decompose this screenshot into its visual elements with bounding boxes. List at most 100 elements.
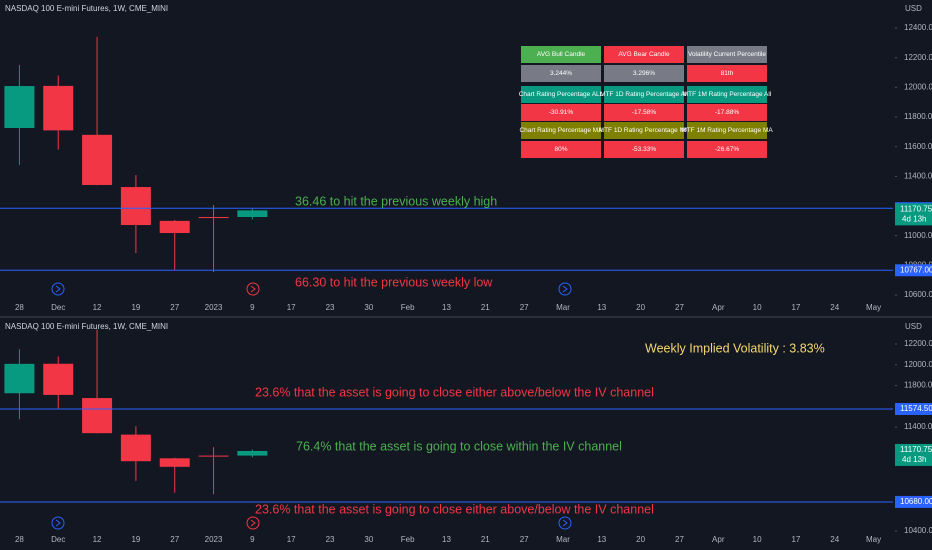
y-tick-label: 11400.00	[904, 171, 932, 180]
currency-label: USD	[905, 4, 922, 13]
x-tick-label: 30	[364, 303, 373, 312]
chart-title: NASDAQ 100 E-mini Futures, 1W, CME_MINI	[5, 4, 168, 13]
candle-body	[120, 434, 151, 462]
candle-body	[4, 363, 35, 394]
x-tick-label: 20	[636, 535, 645, 544]
x-tick-label: 10	[753, 535, 762, 544]
table-cell	[521, 122, 601, 139]
table-cell-text: 80%	[554, 146, 567, 153]
table-cell	[604, 104, 684, 121]
x-tick-label: 19	[131, 303, 140, 312]
table-cell-text: -17.58%	[632, 109, 656, 116]
table-cell	[521, 104, 601, 121]
candle-body	[159, 458, 190, 467]
x-tick-label: 28	[15, 535, 24, 544]
x-tick-label: Mar	[556, 535, 570, 544]
annotation: 76.4% that the asset is going to close w…	[296, 439, 622, 453]
x-tick-label: Feb	[401, 303, 415, 312]
table-cell-text: Chart Rating Percentage MA	[519, 127, 603, 134]
table-cell-text: MTF 1M Rating Percentage MA	[681, 127, 773, 134]
table-cell-text: -17.88%	[715, 109, 739, 116]
y-tick-label: 11600.00	[904, 142, 932, 151]
event-icon	[558, 516, 572, 530]
annotation: 23.6% that the asset is going to close e…	[255, 385, 654, 399]
event-icon	[246, 282, 260, 296]
x-tick-label: 23	[326, 535, 335, 544]
x-tick-label: 19	[131, 535, 140, 544]
event-icon-glyph	[55, 519, 61, 527]
annotation: 66.30 to hit the previous weekly low	[295, 275, 493, 289]
table-cell-text: MTF 1D Rating Percentage All	[600, 91, 688, 98]
x-tick-label: 27	[675, 303, 684, 312]
x-tick-label: Dec	[51, 303, 65, 312]
table-cell	[687, 65, 767, 82]
level-label-box	[895, 402, 932, 415]
candle-body	[4, 86, 35, 129]
y-tick-label: 10400.00	[904, 526, 932, 535]
candle-body	[82, 398, 113, 434]
x-tick-label: 28	[15, 303, 24, 312]
x-tick-label: May	[866, 303, 881, 312]
x-tick-label: Dec	[51, 535, 65, 544]
x-tick-label: 27	[520, 535, 529, 544]
event-icon	[51, 282, 65, 296]
event-icon	[558, 282, 572, 296]
annotation: 36.46 to hit the previous weekly high	[295, 194, 497, 208]
price-axis	[895, 0, 932, 298]
y-tick-label: 12000.00	[904, 82, 932, 91]
x-tick-label: 12	[93, 303, 102, 312]
event-icon	[51, 516, 65, 530]
x-tick-label: 12	[93, 535, 102, 544]
x-tick-label: 17	[791, 535, 800, 544]
x-tick-label: 30	[364, 535, 373, 544]
table-cell-text: -30.91%	[549, 109, 573, 116]
x-tick-label: 13	[597, 535, 606, 544]
x-tick-label: 20	[636, 303, 645, 312]
event-icon-glyph	[55, 285, 61, 293]
table-cell	[604, 122, 684, 139]
level-label: 11574.50	[900, 404, 932, 413]
level-label: 10680.00	[900, 497, 932, 506]
table-cell-text: AVG Bull Candle	[537, 51, 586, 58]
y-tick-label: 12200.00	[904, 339, 932, 348]
x-tick-label: 13	[442, 535, 451, 544]
table-cell-text: 81th	[721, 70, 734, 77]
x-tick-label: Feb	[401, 535, 415, 544]
candle-body	[237, 210, 268, 218]
x-tick-label: Apr	[712, 535, 725, 544]
level-label: 10767.00	[900, 265, 932, 274]
table-cell	[604, 86, 684, 103]
last-price-box	[895, 443, 932, 466]
event-icon	[246, 516, 260, 530]
y-tick-label: 11800.00	[904, 381, 932, 390]
x-tick-label: 10	[753, 303, 762, 312]
candle-body	[43, 363, 74, 395]
x-tick-label: 24	[830, 303, 839, 312]
chart-title: NASDAQ 100 E-mini Futures, 1W, CME_MINI	[5, 322, 168, 331]
y-tick-label: 11400.00	[904, 422, 932, 431]
x-tick-label: 2023	[205, 303, 223, 312]
y-tick-label: 12400.00	[904, 23, 932, 32]
price-axis	[895, 320, 932, 530]
table-cell	[604, 141, 684, 158]
candle-body	[237, 450, 268, 456]
x-tick-label: 17	[287, 535, 296, 544]
x-tick-label: Apr	[712, 303, 725, 312]
y-tick-label: 12000.00	[904, 360, 932, 369]
x-tick-label: May	[866, 535, 881, 544]
x-tick-label: 17	[287, 303, 296, 312]
x-tick-label: 13	[597, 303, 606, 312]
table-cell	[604, 46, 684, 63]
table-cell-text: MTF 1M Rating Percentage All	[683, 91, 772, 98]
x-tick-label: 17	[791, 303, 800, 312]
y-tick-label: 12200.00	[904, 53, 932, 62]
x-tick-label: 27	[170, 535, 179, 544]
candle-body	[120, 187, 151, 226]
x-tick-label: 21	[481, 535, 490, 544]
table-cell-text: -26.67%	[715, 146, 739, 153]
table-cell-text: Chart Rating Percentage ALL	[519, 91, 604, 98]
event-icon-glyph	[250, 519, 256, 527]
candle-body	[159, 220, 190, 234]
